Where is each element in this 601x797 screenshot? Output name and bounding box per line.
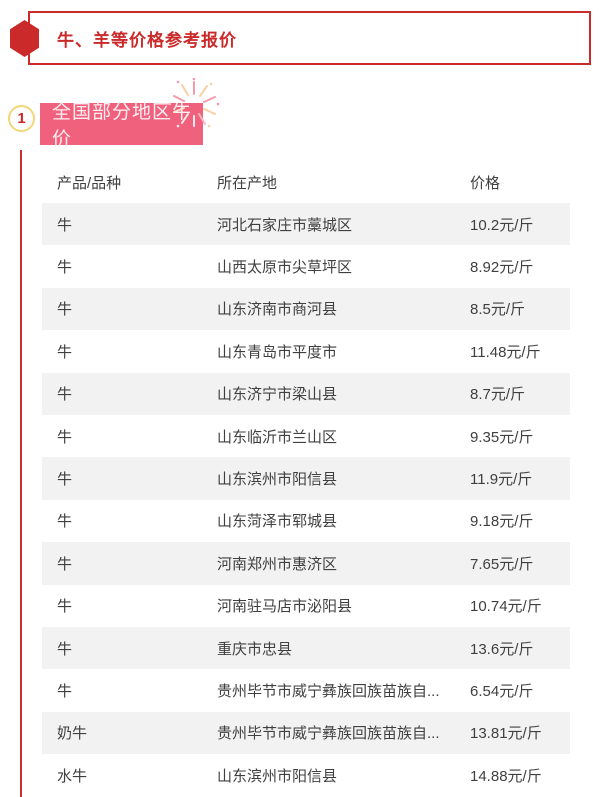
cell-origin: 山东济南市商河县 (217, 301, 338, 319)
cell-price: 13.81元/斤 (470, 725, 542, 743)
price-table: 产品/品种 所在产地 价格 牛河北石家庄市藁城区 10.2元/斤牛山西太原市尖草坪… (42, 161, 570, 797)
table-row: 牛 山西太原市尖草坪区 8.92元/斤 (42, 245, 570, 288)
cell-origin: 贵州毕节市威宁彝族回族苗族自... (217, 682, 440, 700)
cell-product: 奶牛 (57, 725, 88, 743)
cell-product: 牛 (57, 640, 73, 658)
cell-price: 10.74元/斤 (470, 598, 542, 616)
table-row: 牛 山东济南市商河县 8.5元/斤 (42, 287, 570, 331)
table-header-row: 产品/品种 所在产地 价格 (42, 161, 570, 203)
cell-origin: 重庆市忠县 (217, 640, 293, 658)
col-header-price: 价格 (470, 174, 501, 192)
cell-origin: 河南驻马店市泌阳县 (217, 598, 353, 616)
table-row: 牛 贵州毕节市威宁彝族回族苗族自... 6.54元/斤 (42, 669, 570, 712)
cell-product: 牛 (57, 555, 73, 573)
section-header: 全国部分地区牛价 (40, 102, 203, 150)
cell-product: 牛 (57, 471, 73, 489)
cell-product: 水牛 (57, 767, 88, 785)
cell-product: 牛 (57, 343, 73, 361)
col-header-origin: 所在产地 (217, 174, 278, 192)
cell-price: 11.9元/斤 (470, 471, 533, 489)
table-row: 牛 河南驻马店市泌阳县 10.74元/斤 (42, 584, 570, 627)
cell-origin: 河北石家庄市藁城区 (217, 216, 353, 234)
cell-price: 8.92元/斤 (470, 259, 534, 277)
cell-price: 9.18元/斤 (470, 513, 534, 531)
cell-product: 牛 (57, 259, 73, 277)
cell-origin: 山东济宁市梁山县 (217, 386, 338, 404)
table-row: 牛 重庆市忠县 13.6元/斤 (42, 626, 570, 670)
table-row: 牛 山东临沂市兰山区 9.35元/斤 (42, 414, 570, 458)
cell-product: 牛 (57, 216, 73, 234)
cell-price: 14.88元/斤 (470, 767, 542, 785)
cell-origin: 山东菏泽市郓城县 (217, 513, 338, 531)
cell-origin: 山西太原市尖草坪区 (217, 259, 353, 277)
table-row: 牛 山东滨州市阳信县 11.9元/斤 (42, 457, 570, 500)
cell-price: 10.2元/斤 (470, 216, 534, 234)
cell-product: 牛 (57, 513, 73, 531)
cell-price: 8.5元/斤 (470, 301, 526, 319)
price-table-body: 牛河北石家庄市藁城区 10.2元/斤牛山西太原市尖草坪区 8.92元/斤牛山东济南市… (42, 203, 570, 797)
cell-price: 8.7元/斤 (470, 386, 526, 404)
table-row: 牛 河南郑州市惠济区 7.65元/斤 (42, 542, 570, 585)
table-row: 水牛 山东滨州市阳信县 14.88元/斤 (42, 754, 570, 797)
cell-product: 牛 (57, 301, 73, 319)
cell-origin: 河南郑州市惠济区 (217, 555, 338, 573)
cell-product: 牛 (57, 428, 73, 446)
table-row: 牛 山东菏泽市郓城县 9.18元/斤 (42, 499, 570, 543)
page-title: 牛、羊等价格参考报价 (57, 30, 237, 50)
cell-price: 11.48元/斤 (470, 343, 541, 361)
cell-product: 牛 (57, 598, 73, 616)
cell-origin: 山东滨州市阳信县 (217, 471, 338, 489)
cell-origin: 山东青岛市平度市 (217, 343, 338, 361)
cell-origin: 贵州毕节市威宁彝族回族苗族自... (217, 725, 440, 743)
table-row: 牛 河北石家庄市藁城区 10.2元/斤 (42, 203, 570, 246)
cell-price: 9.35元/斤 (470, 428, 534, 446)
cell-product: 牛 (57, 386, 73, 404)
table-row: 奶牛 贵州毕节市威宁彝族回族苗族自... 13.81元/斤 (42, 711, 570, 755)
col-header-product: 产品/品种 (57, 174, 122, 192)
cell-origin: 山东滨州市阳信县 (217, 767, 338, 785)
cell-price: 7.65元/斤 (470, 555, 534, 573)
cell-product: 牛 (57, 682, 73, 700)
page-title-box: 牛、羊等价格参考报价 (28, 11, 591, 65)
section-guide-line (20, 150, 22, 797)
table-row: 牛 山东青岛市平度市 11.48元/斤 (42, 330, 570, 373)
section-number: 1 (17, 110, 26, 127)
section-title: 全国部分地区牛价 (52, 102, 193, 150)
cell-price: 6.54元/斤 (470, 682, 534, 700)
table-row: 牛 山东济宁市梁山县 8.7元/斤 (42, 372, 570, 415)
section-number-badge: 1 (8, 105, 35, 132)
cell-origin: 山东临沂市兰山区 (217, 428, 338, 446)
cell-price: 13.6元/斤 (470, 640, 534, 658)
